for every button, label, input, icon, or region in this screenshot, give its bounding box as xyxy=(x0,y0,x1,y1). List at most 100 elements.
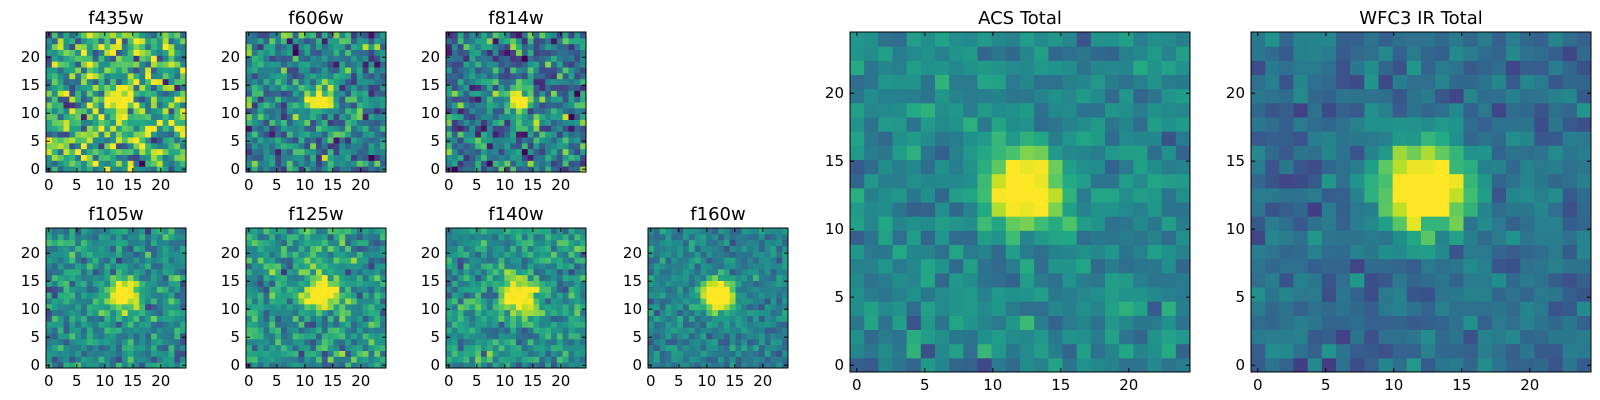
heatmap-cell xyxy=(475,350,482,357)
heatmap-cell xyxy=(1090,287,1106,302)
heatmap-cell xyxy=(362,315,369,322)
heatmap-cell xyxy=(741,286,748,293)
heatmap-cell xyxy=(556,228,564,235)
heatmap-cell xyxy=(1034,159,1049,175)
heatmap-cell xyxy=(747,298,754,305)
heatmap-cell xyxy=(545,78,552,85)
heatmap-cell xyxy=(562,61,569,68)
heatmap-cell xyxy=(539,315,546,322)
heatmap-cell xyxy=(168,268,175,276)
heatmap-cell xyxy=(269,233,276,241)
heatmap-cell xyxy=(469,315,476,322)
heatmap-cell xyxy=(683,362,690,369)
heatmap-cell xyxy=(292,251,299,258)
heatmap-cell xyxy=(1307,329,1323,345)
heatmap-cell xyxy=(333,356,340,363)
heatmap-cell xyxy=(298,239,305,246)
heatmap-cell xyxy=(81,350,88,357)
heatmap-cell xyxy=(648,298,655,305)
heatmap-cell xyxy=(764,327,771,334)
heatmap-cell xyxy=(333,245,340,252)
heatmap-cell xyxy=(162,96,169,103)
heatmap-cell xyxy=(1147,272,1163,288)
heatmap-cell xyxy=(86,263,94,270)
heatmap-cell xyxy=(1119,173,1134,189)
heatmap-cell xyxy=(257,280,264,287)
heatmap-cell xyxy=(864,131,879,146)
heatmap-cell xyxy=(568,239,575,246)
heatmap-cell xyxy=(156,263,164,270)
heatmap-cell xyxy=(368,61,375,68)
heatmap-cell xyxy=(446,245,453,252)
heatmap-cell xyxy=(281,274,288,281)
heatmap-cell xyxy=(81,268,88,276)
heatmap-cell xyxy=(457,107,464,115)
heatmap-cell xyxy=(151,102,158,109)
heatmap-cell xyxy=(145,233,152,241)
heatmap-cell xyxy=(310,125,317,132)
axes-frame xyxy=(245,227,387,369)
heatmap-cell xyxy=(257,154,264,161)
heatmap-cell xyxy=(718,263,725,270)
heatmap-cell xyxy=(269,96,276,103)
heatmap-cell xyxy=(991,357,1007,373)
heatmap-cell xyxy=(316,160,323,167)
heatmap-cell xyxy=(457,37,464,45)
heatmap-cell xyxy=(782,303,789,311)
heatmap-cell xyxy=(556,131,564,138)
heatmap-cell xyxy=(712,257,719,264)
heatmap-cell xyxy=(1048,88,1063,104)
heatmap-cell xyxy=(246,125,253,132)
heatmap-cell xyxy=(723,245,731,252)
heatmap-cell xyxy=(75,102,82,109)
heatmap-cell xyxy=(920,216,936,231)
heatmap-cell xyxy=(864,357,879,373)
heatmap-cell xyxy=(1005,315,1021,330)
heatmap-cell xyxy=(263,102,270,109)
heatmap-cell xyxy=(145,113,152,120)
heatmap-cell xyxy=(368,154,375,161)
heatmap-cell xyxy=(81,61,88,68)
heatmap-cell xyxy=(139,137,146,144)
heatmap-cell xyxy=(304,90,311,97)
heatmap-cell xyxy=(1020,32,1035,47)
heatmap-cell xyxy=(51,233,59,241)
heatmap-cell xyxy=(648,274,655,281)
heatmap-cell xyxy=(251,107,259,115)
heatmap-cell xyxy=(949,216,964,231)
heatmap-cell xyxy=(57,350,64,357)
heatmap-cell xyxy=(281,43,288,50)
heatmap-cell xyxy=(298,61,305,68)
heatmap-cell xyxy=(574,315,581,322)
heatmap-cell xyxy=(116,344,123,351)
heatmap-cell xyxy=(180,350,187,357)
heatmap-cell xyxy=(139,37,146,45)
heatmap-cell xyxy=(463,125,470,132)
heatmap-cell xyxy=(81,286,88,293)
heatmap-cell xyxy=(81,55,88,62)
heatmap-cell xyxy=(86,142,94,150)
heatmap-cell xyxy=(63,321,70,328)
heatmap-cell xyxy=(104,107,111,115)
heatmap-cell xyxy=(580,245,587,252)
heatmap-cell xyxy=(263,315,270,322)
heatmap-cell xyxy=(298,166,305,173)
heatmap-cell xyxy=(46,55,53,62)
heatmap-cell xyxy=(356,292,364,299)
heatmap-cell xyxy=(162,298,169,305)
heatmap-cell xyxy=(551,333,558,340)
x-tick-label: 20 xyxy=(351,372,370,390)
heatmap-cell xyxy=(281,90,288,97)
heatmap-cell xyxy=(1279,287,1294,302)
heatmap-cell xyxy=(310,333,317,340)
heatmap-cell xyxy=(145,148,152,155)
heatmap-cell xyxy=(321,32,329,39)
heatmap-cell xyxy=(574,274,581,281)
heatmap-cell xyxy=(81,142,88,150)
heatmap-cell xyxy=(1406,301,1422,316)
heatmap-cell xyxy=(345,280,352,287)
heatmap-cell xyxy=(498,90,505,97)
heatmap-cell xyxy=(892,145,908,160)
heatmap-cell xyxy=(451,280,459,287)
heatmap-cell xyxy=(574,321,581,328)
